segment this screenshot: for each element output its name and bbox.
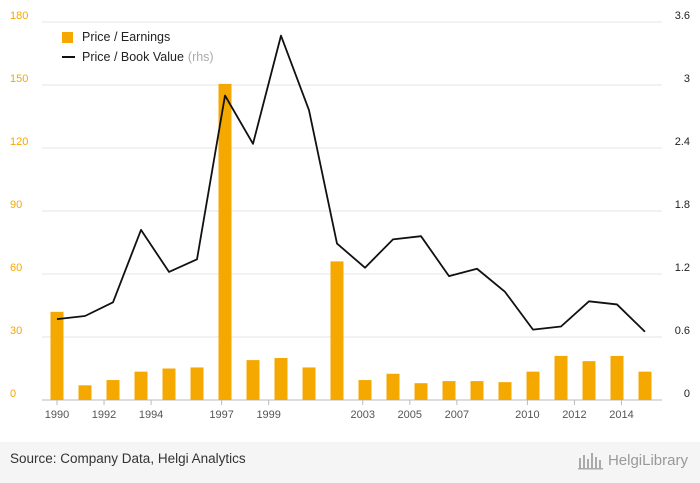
footer: Source: Company Data, Helgi Analytics He… [0,442,700,483]
bar-price-earnings [134,371,148,400]
x-axis-tick-label: 2007 [445,409,469,421]
left-axis-tick-label: 60 [10,262,22,274]
x-axis-tick-label: 2012 [562,409,586,421]
line-price-book-value [56,34,646,333]
bar-price-earnings [414,383,428,400]
bar-price-earnings [330,261,344,400]
bar-price-earnings [386,373,400,400]
left-axis-tick-label: 30 [10,325,22,337]
x-axis-tick-label: 1990 [45,409,69,421]
bar-price-earnings [610,355,624,400]
brand-text: HelgiLibrary [607,451,688,469]
legend-label-pe: Price / Earnings [82,30,171,44]
right-axis-tick-label: 2.4 [675,136,690,148]
legend-label-pbv-suffix: (rhs) [187,50,214,64]
x-axis-tick-label: 1992 [92,409,116,421]
right-axis-tick-label: 3 [684,73,690,85]
bar-price-earnings [442,381,456,400]
library-icon [577,453,603,470]
bar-price-earnings [218,83,232,400]
bar-price-earnings [638,371,652,400]
legend-label-pbv: Price / Book Value [82,50,184,64]
bar-price-earnings [582,361,596,400]
bar-price-earnings [302,367,316,400]
x-axis-tick-label: 2014 [609,409,633,421]
right-axis-tick-label: 0 [684,388,690,400]
legend-swatch-line [62,56,75,58]
x-axis-tick-label: 1999 [256,409,280,421]
bar-price-earnings [246,360,260,400]
bar-price-earnings [498,382,512,400]
right-axis-tick-label: 3.6 [675,10,690,22]
bar-price-earnings [190,367,204,400]
x-axis-tick-label: 1994 [139,409,163,421]
brand-logo[interactable]: HelgiLibrary [577,450,688,470]
left-axis-tick-label: 90 [10,199,22,211]
right-axis-tick-label: 1.8 [675,199,690,211]
x-axis-tick-label: 2003 [351,409,375,421]
legend-item-pe: Price / Earnings [62,27,214,47]
bar-price-earnings [78,385,92,400]
left-axis-tick-label: 0 [10,388,16,400]
x-axis-tick-label: 1997 [209,409,233,421]
x-axis-tick-label: 2010 [515,409,539,421]
left-axis-tick-label: 180 [10,10,28,22]
bar-price-earnings [554,355,568,400]
bar-price-earnings [526,371,540,400]
left-axis-tick-label: 150 [10,73,28,85]
legend-swatch-bar [62,31,73,43]
x-axis-tick-label: 2005 [398,409,422,421]
bar-price-earnings [274,358,288,400]
right-axis-tick-label: 1.2 [675,262,690,274]
bar-price-earnings [50,311,64,400]
legend: Price / Earnings Price / Book Value (rhs… [62,27,214,67]
chart-area: 0 0 30 0.6 60 1.2 90 1.8 120 2.4 150 3 180 3.6 1990 199… [10,10,690,421]
source-text: Source: Company Data, Helgi Analytics [10,451,246,466]
bar-price-earnings [470,381,484,400]
bar-price-earnings [358,380,372,400]
chart-svg: 0 0 30 0.6 60 1.2 90 1.8 120 2.4 150 3 180 3.6 1990 199… [10,10,690,421]
legend-item-pbv: Price / Book Value (rhs) [62,47,214,67]
left-axis-tick-label: 120 [10,136,28,148]
right-axis-tick-label: 0.6 [675,325,690,337]
bar-price-earnings [106,380,120,400]
bar-price-earnings [162,368,176,400]
